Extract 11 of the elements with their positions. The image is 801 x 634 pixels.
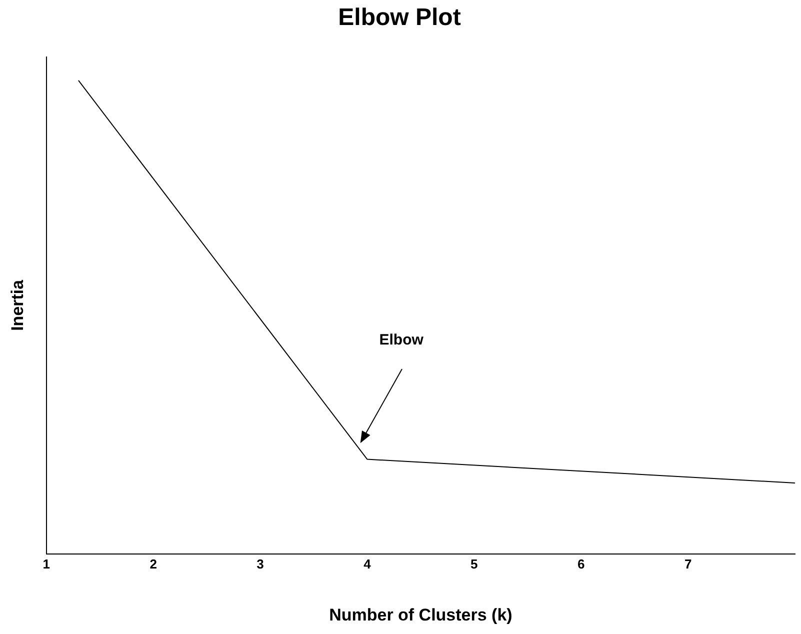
x-tick-label: 4: [364, 556, 372, 572]
y-axis-title: Inertia: [8, 279, 27, 331]
x-tick-label: 1: [42, 556, 50, 572]
x-tick-label: 7: [684, 556, 692, 572]
x-tick-label: 3: [256, 556, 264, 572]
x-axis-title: Number of Clusters (k): [329, 605, 512, 624]
x-tick-label: 2: [150, 556, 157, 572]
x-tick-label: 5: [470, 556, 478, 572]
annotation: Elbow: [379, 332, 424, 349]
x-tick-label: 6: [577, 556, 585, 572]
chart-title: Elbow Plot: [338, 4, 461, 32]
